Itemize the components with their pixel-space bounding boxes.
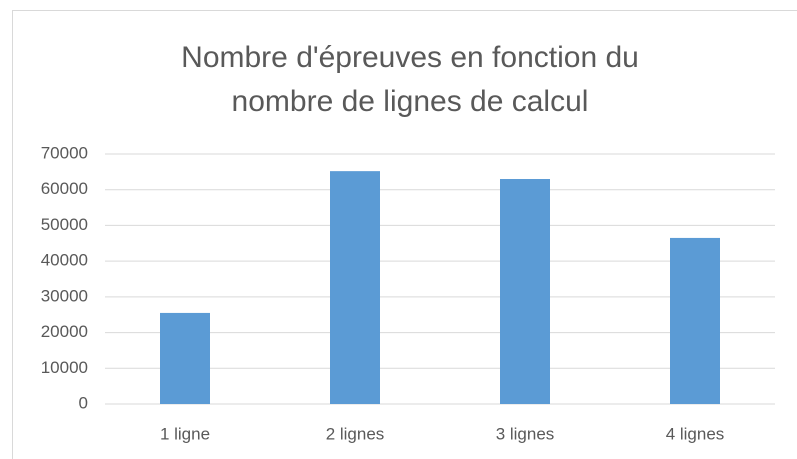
x-tick-label: 2 lignes <box>326 424 385 443</box>
bar <box>330 171 380 404</box>
y-tick-label: 40000 <box>41 251 88 270</box>
x-tick-label: 4 lignes <box>666 424 725 443</box>
bar <box>500 179 550 404</box>
y-tick-label: 60000 <box>41 179 88 198</box>
chart-title: Nombre d'épreuves en fonction du nombre … <box>181 41 639 118</box>
y-tick-label: 20000 <box>41 322 88 341</box>
y-tick-label: 10000 <box>41 358 88 377</box>
y-tick-label: 70000 <box>41 143 88 162</box>
bar <box>160 312 210 404</box>
chart-border <box>12 10 797 459</box>
y-tick-label: 50000 <box>41 215 88 234</box>
x-tick-label: 1 ligne <box>160 424 210 443</box>
y-tick-label: 30000 <box>41 286 88 305</box>
x-tick-label: 3 lignes <box>496 424 555 443</box>
bar <box>670 237 720 404</box>
y-tick-label: 0 <box>79 393 88 412</box>
